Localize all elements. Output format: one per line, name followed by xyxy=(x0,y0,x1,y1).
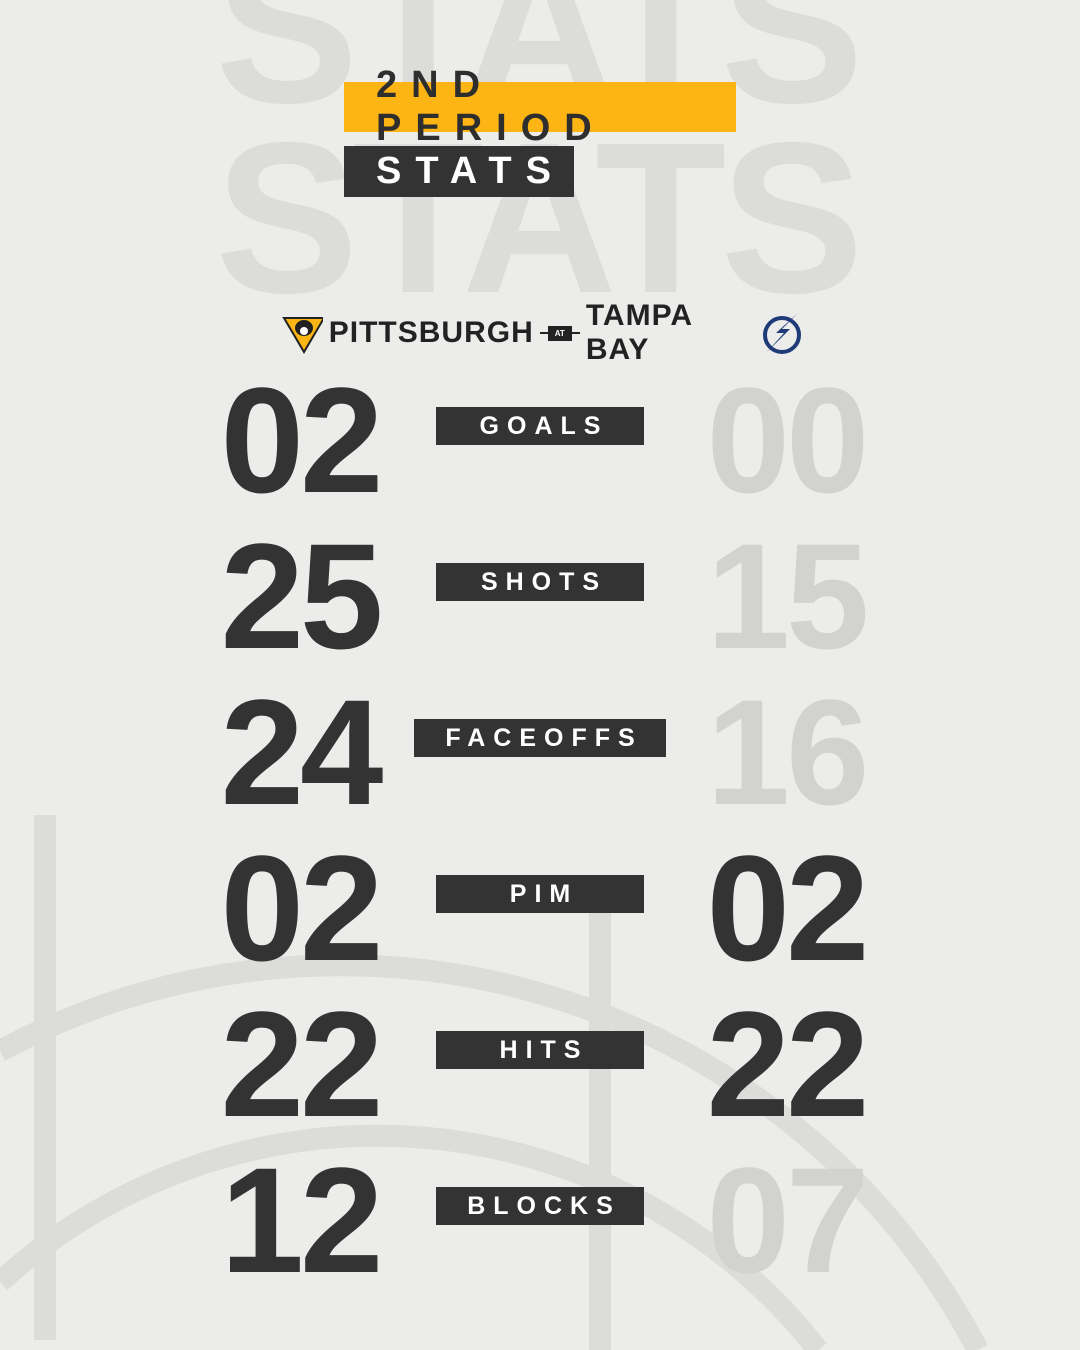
stat-label: SHOTS xyxy=(436,563,644,601)
pittsburgh-value: 02 xyxy=(220,824,384,992)
tampa-bay-value: 02 xyxy=(706,824,870,992)
stat-row-hits: 22 HITS 22 xyxy=(0,980,1080,1148)
pittsburgh-value: 02 xyxy=(220,356,384,524)
tampa-bay-value: 00 xyxy=(706,356,870,524)
stat-label: FACEOFFS xyxy=(414,719,666,757)
stat-label: PIM xyxy=(436,875,644,913)
watermark-text: STATS xyxy=(215,97,864,338)
stats-banner: STATS xyxy=(344,146,574,197)
period-banner: 2ND PERIOD xyxy=(344,64,736,149)
matchup: PITTSBURGH AT TAMPA BAY xyxy=(282,299,802,366)
pittsburgh-value: 12 xyxy=(220,1136,384,1304)
tampa-bay-value: 07 xyxy=(706,1136,870,1304)
pittsburgh-value: 25 xyxy=(220,512,384,680)
stat-label: HITS xyxy=(436,1031,644,1069)
lightning-logo-icon xyxy=(762,313,801,354)
stat-row-blocks: 12 BLOCKS 07 xyxy=(0,1136,1080,1304)
pittsburgh-value: 22 xyxy=(220,980,384,1148)
pittsburgh-value: 24 xyxy=(220,668,384,836)
stat-row-faceoffs: 24 FACEOFFS 16 xyxy=(0,668,1080,836)
tampa-bay-value: 22 xyxy=(706,980,870,1148)
stat-row-goals: 02 GOALS 00 xyxy=(0,356,1080,524)
penguins-logo-icon xyxy=(282,317,323,354)
away-team: TAMPA BAY xyxy=(585,299,692,366)
tampa-bay-value: 16 xyxy=(706,668,870,836)
at-separator: AT xyxy=(539,325,580,341)
stat-label: BLOCKS xyxy=(436,1187,644,1225)
tampa-bay-value: 15 xyxy=(706,512,870,680)
home-team: PITTSBURGH xyxy=(328,316,534,349)
stat-row-pim: 02 PIM 02 xyxy=(0,824,1080,992)
stat-row-shots: 25 SHOTS 15 xyxy=(0,512,1080,680)
stat-label: GOALS xyxy=(436,407,644,445)
